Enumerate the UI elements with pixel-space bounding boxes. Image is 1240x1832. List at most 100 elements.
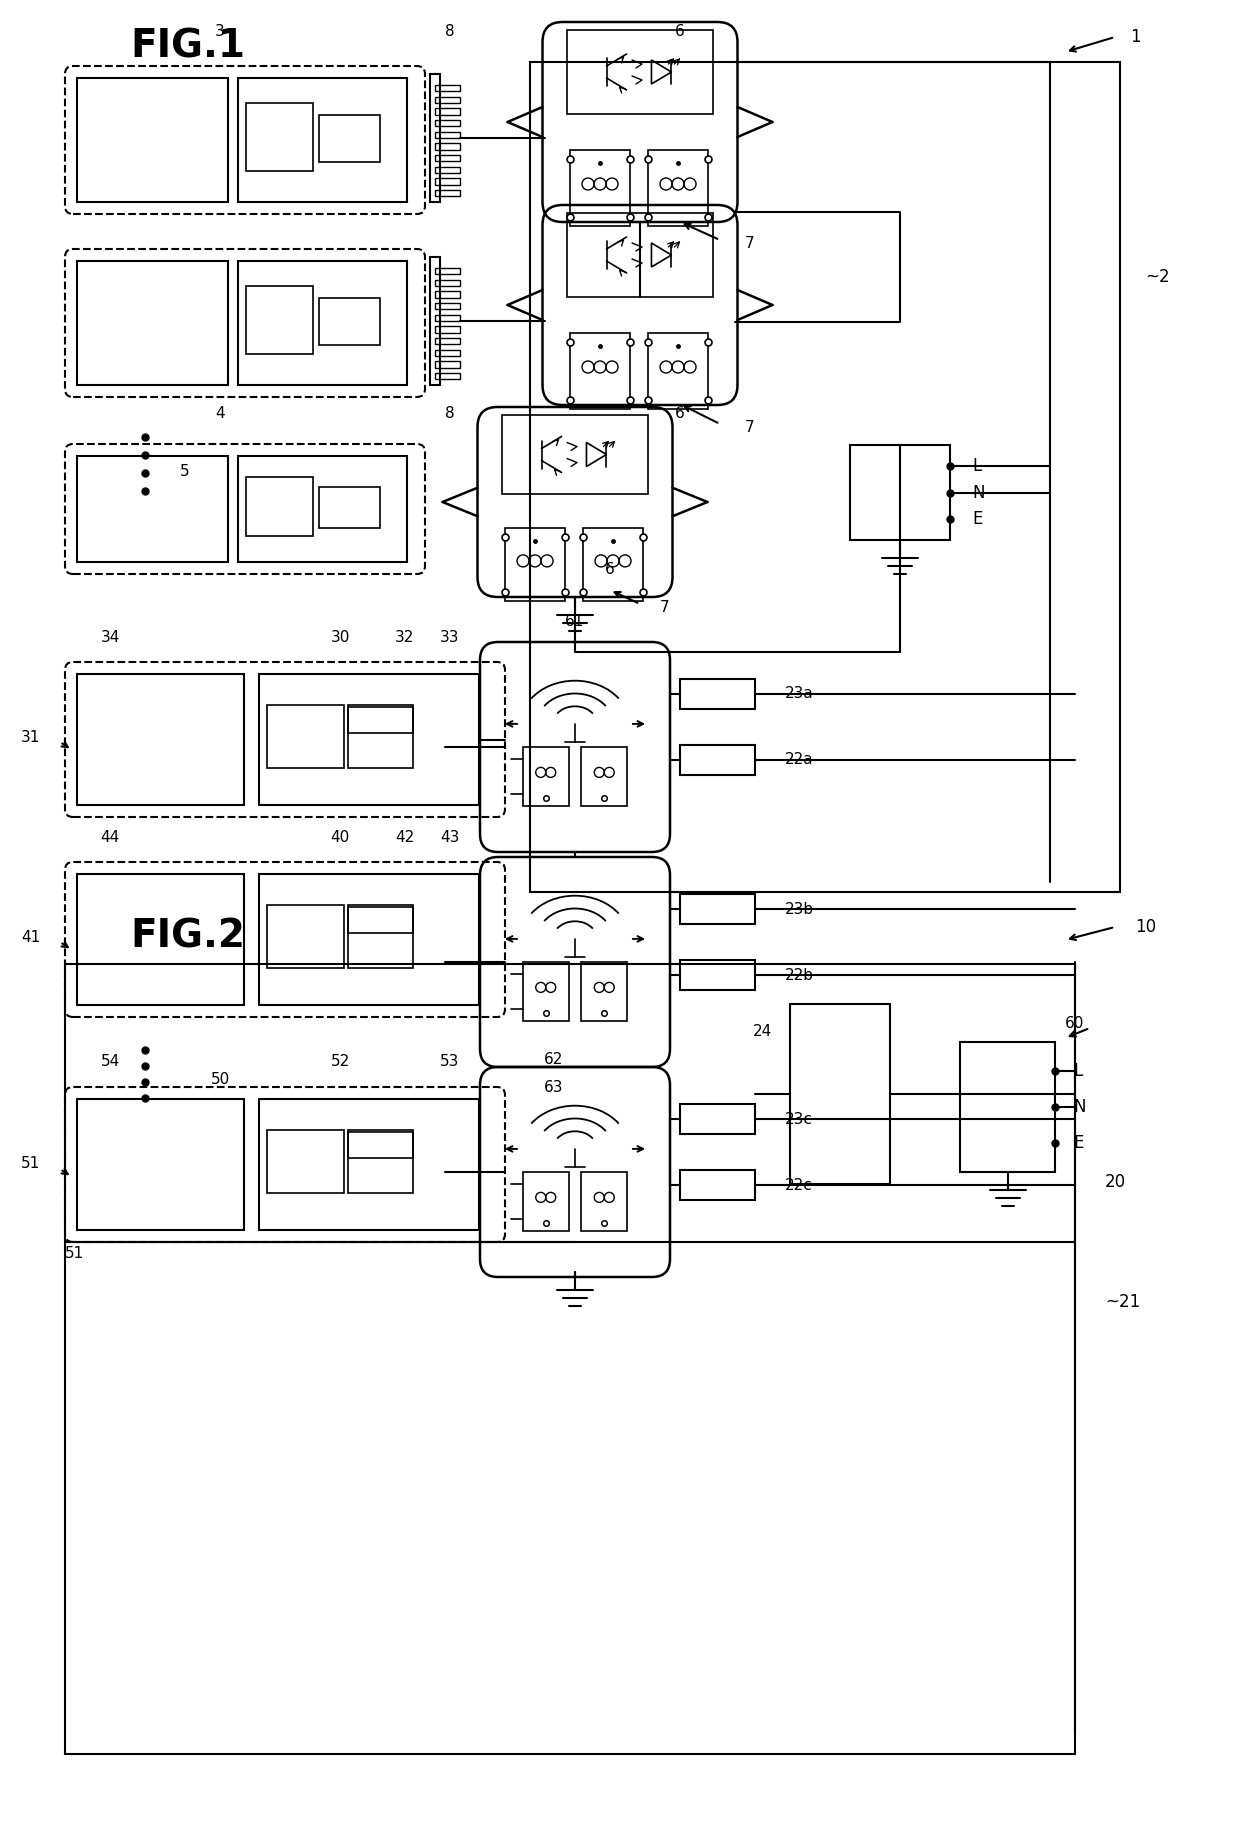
Bar — [582, 747, 627, 806]
Bar — [435, 315, 460, 321]
Bar — [435, 350, 460, 355]
Text: E: E — [972, 509, 982, 528]
Bar — [259, 674, 479, 804]
Text: 7: 7 — [660, 601, 670, 616]
Bar — [77, 260, 228, 385]
Bar — [435, 326, 460, 333]
Text: 51: 51 — [21, 1156, 40, 1171]
Text: 7: 7 — [745, 236, 755, 251]
Bar — [435, 361, 460, 368]
Bar — [238, 79, 407, 202]
Text: 10: 10 — [1135, 918, 1156, 936]
Bar — [246, 286, 314, 354]
Text: 34: 34 — [100, 630, 120, 645]
Text: 23c: 23c — [785, 1112, 813, 1127]
Text: 3: 3 — [215, 24, 224, 40]
Bar — [435, 132, 460, 137]
Text: 53: 53 — [440, 1055, 460, 1070]
Bar — [347, 907, 413, 932]
Text: 8: 8 — [445, 24, 455, 40]
Bar — [435, 337, 460, 344]
Text: 62: 62 — [543, 1052, 563, 1066]
Bar — [582, 962, 627, 1020]
Bar — [64, 964, 1075, 1753]
Text: 5: 5 — [180, 465, 190, 480]
Bar — [77, 1099, 244, 1229]
Bar — [435, 302, 460, 310]
Bar — [567, 29, 713, 114]
Bar — [259, 1099, 479, 1229]
Text: 7: 7 — [745, 421, 755, 436]
Text: E: E — [1073, 1134, 1084, 1152]
Bar — [647, 150, 708, 225]
Bar — [435, 143, 460, 150]
Text: 61: 61 — [565, 614, 585, 630]
Bar — [647, 333, 708, 409]
Bar — [570, 150, 630, 225]
Bar — [246, 103, 314, 170]
Bar — [680, 1105, 755, 1134]
Bar — [267, 905, 343, 969]
Text: L: L — [1073, 1061, 1083, 1079]
Text: N: N — [1073, 1097, 1085, 1116]
Bar — [435, 167, 460, 172]
Bar — [523, 747, 569, 806]
Bar — [567, 213, 713, 297]
Bar — [505, 528, 565, 601]
Bar — [435, 372, 460, 379]
Text: 31: 31 — [21, 729, 40, 744]
Bar — [238, 260, 407, 385]
Text: N: N — [972, 484, 985, 502]
Bar — [267, 1130, 343, 1193]
Bar — [680, 894, 755, 923]
Text: 6: 6 — [605, 562, 615, 577]
Text: 22c: 22c — [785, 1178, 812, 1193]
Bar — [267, 705, 343, 768]
Bar — [570, 333, 630, 409]
Bar — [502, 414, 649, 495]
Text: ~21: ~21 — [1105, 1293, 1141, 1312]
Bar — [430, 256, 440, 385]
Bar — [435, 267, 460, 275]
Text: 20: 20 — [1105, 1172, 1126, 1191]
Text: 6: 6 — [675, 407, 684, 421]
Text: 60: 60 — [1065, 1017, 1085, 1031]
Text: 8: 8 — [445, 407, 455, 421]
Text: 22a: 22a — [785, 753, 813, 768]
Text: 52: 52 — [330, 1055, 350, 1070]
Bar — [435, 84, 460, 92]
Text: 30: 30 — [330, 630, 350, 645]
Text: 43: 43 — [440, 830, 460, 845]
Bar — [77, 79, 228, 202]
Bar — [960, 1042, 1055, 1172]
Bar — [77, 874, 244, 1006]
Text: 23a: 23a — [785, 687, 813, 702]
Text: ~2: ~2 — [1145, 267, 1169, 286]
Bar — [523, 962, 569, 1020]
Bar — [347, 705, 413, 768]
Bar — [320, 487, 381, 528]
Bar — [430, 73, 440, 202]
Text: 63: 63 — [543, 1079, 563, 1094]
Bar — [790, 1004, 890, 1183]
Text: 1: 1 — [1130, 27, 1141, 46]
Bar — [435, 280, 460, 286]
Bar — [680, 1171, 755, 1200]
Text: FIG.1: FIG.1 — [130, 27, 246, 66]
Text: 51: 51 — [64, 1246, 84, 1262]
Bar — [680, 960, 755, 989]
Text: 54: 54 — [100, 1055, 119, 1070]
Bar — [435, 191, 460, 196]
Bar — [347, 1130, 413, 1193]
Text: 32: 32 — [396, 630, 414, 645]
Bar — [320, 297, 381, 344]
Text: 22b: 22b — [785, 967, 813, 982]
Bar — [347, 1132, 413, 1158]
Bar — [320, 115, 381, 163]
Text: 23b: 23b — [785, 901, 815, 916]
Text: FIG.2: FIG.2 — [130, 918, 246, 956]
Bar — [246, 476, 314, 535]
Bar — [435, 156, 460, 161]
Bar — [680, 746, 755, 775]
Bar — [435, 97, 460, 103]
